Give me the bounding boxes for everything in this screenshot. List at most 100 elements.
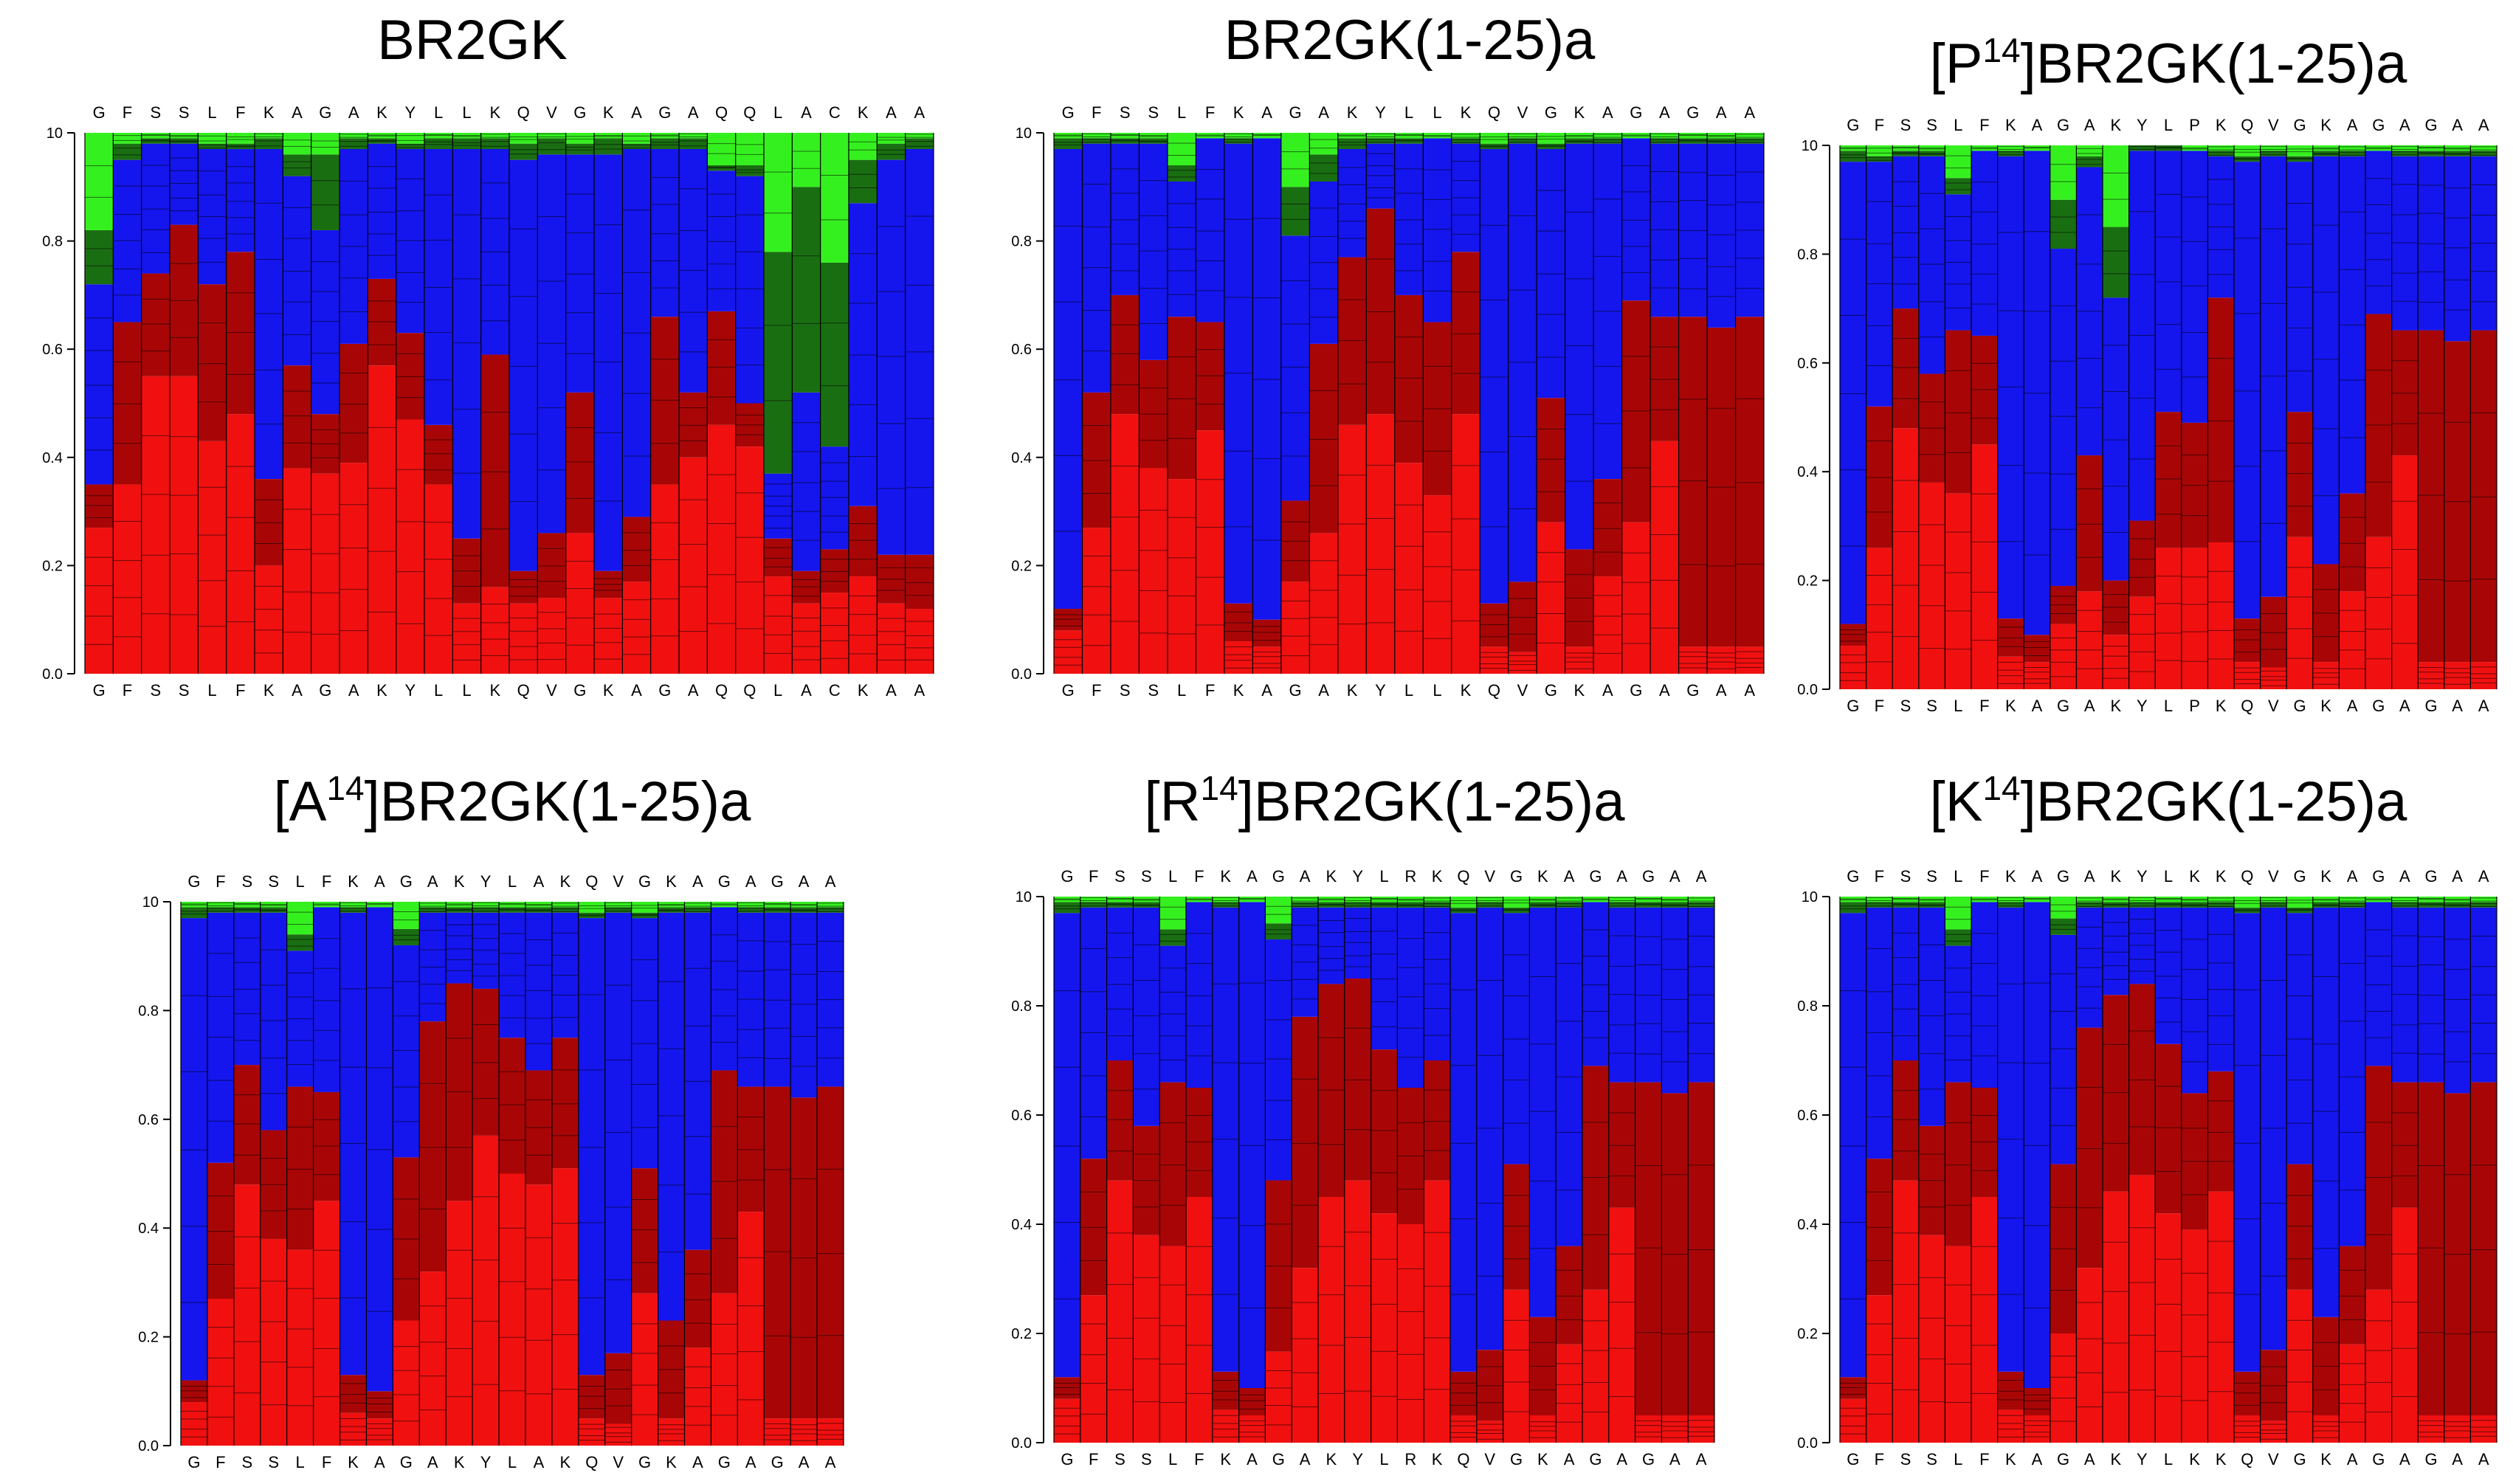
- bar-segment-red-dark: [2128, 984, 2156, 1176]
- y-tick-label: 0.6: [1797, 1108, 1818, 1124]
- y-tick-label: 0.4: [138, 1221, 159, 1237]
- bar-segment-red-light: [1394, 463, 1424, 674]
- residue-label-bottom: K: [1432, 1450, 1443, 1469]
- bar-segment-red-light: [1650, 441, 1679, 674]
- bar-segment-red-dark: [1054, 1377, 1080, 1399]
- bar-segment-red-dark: [1971, 1088, 1998, 1197]
- bar-segment-red-light: [1397, 1224, 1424, 1443]
- residue-label-bottom: L: [1177, 681, 1186, 700]
- residue-label-top: S: [1900, 867, 1912, 886]
- bar-segment-red-light: [368, 365, 396, 674]
- bar-segment-green-dark: [480, 138, 509, 149]
- bar-segment-green-dark: [207, 907, 234, 913]
- bar-segment-green-dark: [679, 138, 708, 149]
- bar-segment-green-light: [1945, 145, 1971, 179]
- bar-segment-red-dark: [2128, 520, 2156, 597]
- bar-segment-red-dark: [1186, 1088, 1213, 1197]
- bar-segment-blue: [658, 912, 685, 1321]
- residue-label-top: K: [1432, 867, 1443, 886]
- bar-segment-green-light: [313, 902, 340, 908]
- bar-segment-red-dark: [286, 1086, 314, 1250]
- bar-segment-red-light: [1054, 630, 1083, 674]
- residue-label-top: K: [2005, 116, 2016, 134]
- bar-segment-blue: [1054, 913, 1080, 1378]
- residue-label-top: K: [559, 872, 570, 891]
- residue-label-top: G: [1642, 867, 1655, 886]
- bar-segment-green-light: [1280, 133, 1310, 187]
- bar-segment-blue: [679, 148, 708, 393]
- bar-segment-green-dark: [1735, 138, 1764, 144]
- bar-segment-green-light: [711, 902, 738, 908]
- residue-label-bottom: S: [179, 681, 190, 700]
- bar-segment-red-light: [1451, 414, 1480, 674]
- residue-label-top: Y: [1375, 103, 1386, 122]
- residue-label-bottom: A: [745, 1453, 756, 1471]
- bar-segment-green-dark: [1309, 154, 1338, 182]
- bar-segment-blue: [2365, 151, 2392, 314]
- bar-segment-green-dark: [1840, 902, 1866, 914]
- residue-label-bottom: F: [1979, 1450, 1989, 1469]
- bar-segment-blue: [1635, 907, 1662, 1083]
- residue-label-bottom: P: [2189, 697, 2200, 715]
- residue-label-top: Q: [585, 872, 598, 891]
- bar-segment-blue: [1892, 156, 1919, 309]
- residue-label-bottom: L: [296, 1453, 305, 1471]
- y-tick-label: 0.2: [138, 1330, 159, 1346]
- bar-segment-blue: [1971, 151, 1998, 336]
- bar-segment-green-light: [1840, 897, 1866, 903]
- bar-segment-green-dark: [684, 907, 711, 913]
- bar-segment-red-light: [1997, 1409, 2024, 1443]
- bar-segment-red-light: [2181, 1229, 2208, 1443]
- bar-segment-red-dark: [1997, 1371, 2024, 1410]
- residue-label-top: F: [1875, 867, 1884, 886]
- residue-label-bottom: V: [1517, 681, 1528, 700]
- residue-label-top: A: [2084, 867, 2095, 886]
- bar-segment-red-dark: [1608, 1082, 1635, 1208]
- bar-segment-blue: [311, 229, 339, 415]
- bar-segment-green-light: [604, 902, 632, 908]
- residue-label-bottom: G: [1545, 681, 1557, 700]
- bar-segment-blue: [366, 907, 393, 1392]
- bar-segment-red-dark: [1082, 392, 1111, 528]
- residue-label-bottom: K: [2216, 1450, 2227, 1469]
- bar-segment-blue: [2286, 913, 2313, 1164]
- residue-label-top: K: [2320, 116, 2331, 134]
- residue-label-bottom: A: [1300, 1450, 1311, 1469]
- panel-4: [A14]BR2GK(1-25)a0.00.20.40.60.810GGFFSS…: [138, 769, 844, 1471]
- bar-segment-green-dark: [1344, 902, 1371, 908]
- residue-label-top: A: [2452, 867, 2463, 886]
- bar-segment-blue: [849, 203, 878, 506]
- bar-segment-green-light: [1054, 897, 1080, 903]
- bar-segment-red-dark: [1366, 208, 1395, 415]
- title-suffix: ]BR2GK(1-25)a: [2021, 32, 2407, 95]
- bar-segment-green-light: [446, 902, 473, 908]
- bar-segment-green-light: [578, 902, 605, 913]
- bar-segment-green-dark: [181, 907, 207, 919]
- residue-label-top: P: [2189, 116, 2200, 134]
- bar-segment-green-light: [792, 133, 821, 187]
- bar-segment-red-dark: [1508, 581, 1537, 652]
- residue-label-bottom: Q: [517, 681, 530, 700]
- bar-segment-blue: [2050, 934, 2077, 1164]
- bar-segment-red-light: [2128, 1175, 2156, 1443]
- bar-segment-green-light: [1186, 897, 1213, 903]
- bar-segment-green-dark: [419, 907, 447, 913]
- residue-label-top: K: [348, 872, 359, 891]
- bar-segment-red-light: [1503, 1289, 1530, 1443]
- residue-label-top: L: [207, 103, 216, 122]
- bar-segment-green-light: [2234, 145, 2261, 156]
- bar-segment-green-dark: [2128, 902, 2156, 908]
- bar-segment-red-light: [207, 1299, 234, 1446]
- title-superscript: 14: [1982, 769, 2020, 807]
- residue-label-bottom: R: [1404, 1450, 1416, 1469]
- bar-segment-red-light: [1196, 430, 1224, 674]
- residue-label-bottom: Y: [404, 681, 416, 700]
- bar-segment-green-light: [1621, 133, 1651, 139]
- bar-segment-red-light: [2024, 662, 2050, 689]
- residue-label-bottom: G: [2424, 697, 2437, 715]
- bar-segment-blue: [2365, 902, 2392, 1066]
- bar-segment-green-light: [1082, 133, 1111, 139]
- bar-segment-red-light: [1556, 1344, 1582, 1443]
- y-tick-label: 0.6: [1011, 1108, 1032, 1124]
- residue-label-bottom: G: [1686, 681, 1699, 700]
